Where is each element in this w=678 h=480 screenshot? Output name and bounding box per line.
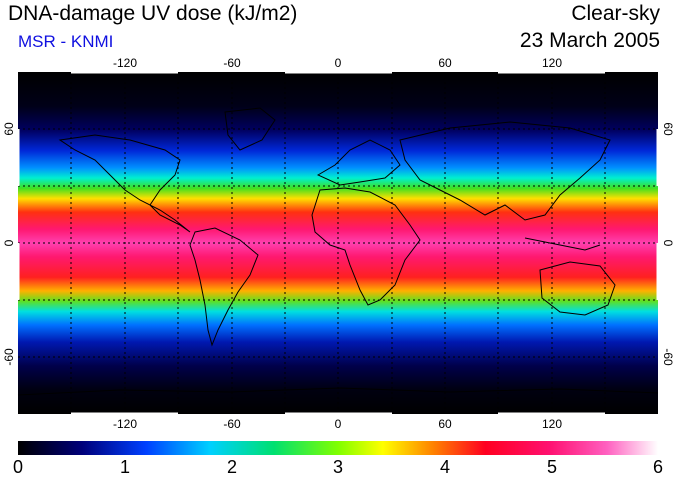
lat-tick-left: -60 <box>2 348 16 366</box>
coastlines <box>17 107 659 396</box>
lon-tick-bottom: 0 <box>335 417 342 431</box>
lat-tick-right: 60 <box>661 122 675 136</box>
lat-tick-left: 0 <box>2 239 16 246</box>
greenland-outline <box>224 107 276 151</box>
lon-tick-top: 120 <box>542 56 562 70</box>
colorbar-label: 5 <box>546 457 558 477</box>
colorbar-label: 1 <box>119 457 131 477</box>
colorbar <box>18 441 658 455</box>
frame-ticks-vertical <box>16 129 660 300</box>
colorbar-label: 0 <box>12 457 24 477</box>
map-title: DNA-damage UV dose (kJ/m2) <box>8 2 298 25</box>
frame-ticks <box>71 70 605 416</box>
lon-tick-bottom: 60 <box>438 417 452 431</box>
lat-tick-right: -60 <box>661 348 675 366</box>
graticule <box>18 72 658 414</box>
lat-tick-right: 0 <box>661 240 675 247</box>
europe-outline <box>316 139 401 186</box>
lon-tick-top: 0 <box>335 56 342 70</box>
asia-outline <box>399 121 611 221</box>
colorbar-label: 3 <box>332 457 344 477</box>
lon-tick-bottom: -120 <box>113 417 137 431</box>
lon-tick-top: 60 <box>438 56 452 70</box>
lat-tick-left: 60 <box>2 122 16 136</box>
indonesia-outline <box>524 237 601 251</box>
lon-tick-top: -120 <box>113 56 137 70</box>
colorbar-label: 2 <box>226 457 238 477</box>
date-label: 23 March 2005 <box>519 29 660 52</box>
antarctica-outline <box>17 387 659 396</box>
north-america-outline <box>58 134 191 233</box>
condition-label: Clear-sky <box>571 2 660 25</box>
lon-tick-top: -60 <box>223 56 241 70</box>
lon-tick-bottom: -60 <box>223 417 241 431</box>
colorbar-label: 6 <box>652 457 664 477</box>
australia-outline <box>539 261 616 316</box>
colorbar-label: 4 <box>439 457 451 477</box>
lon-tick-bottom: 120 <box>542 417 562 431</box>
source-label: MSR - KNMI <box>18 32 114 51</box>
south-america-outline <box>189 227 259 347</box>
